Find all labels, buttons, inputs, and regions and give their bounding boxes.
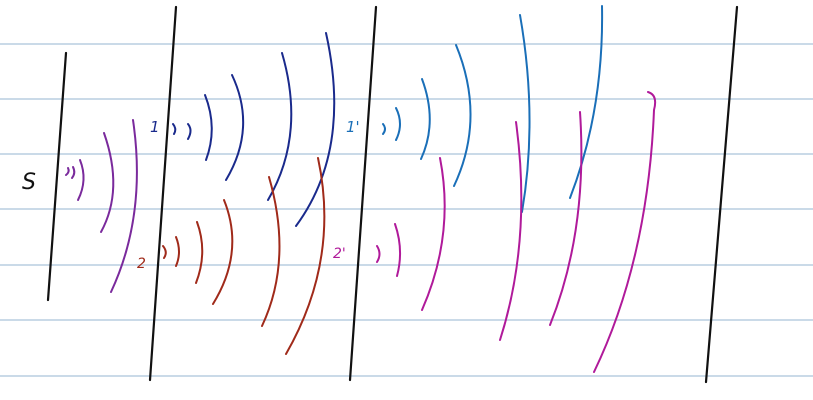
slit-1-prime-wavefront	[420, 78, 431, 160]
slit-2-prime-wavefront	[549, 111, 583, 326]
slit-1-wavefront	[267, 52, 293, 201]
barrier-lines	[46, 5, 739, 384]
slit-2-wavefront	[261, 176, 281, 327]
slit-2-wavefront	[195, 221, 204, 284]
slit-1-wavefront	[172, 123, 177, 135]
source-wavefront	[110, 119, 138, 293]
slit-1-prime-label: 1'	[346, 118, 360, 136]
source-wavefront	[100, 132, 115, 233]
source-wavefront	[71, 166, 76, 179]
slit-1-label: 1	[150, 118, 160, 136]
slit-1-wavefronts	[172, 32, 336, 227]
slit-2-prime-wavefront	[593, 91, 657, 373]
slit-1-prime-wavefront	[453, 44, 472, 187]
slit-1-prime-wavefront	[519, 14, 531, 213]
slit-2-prime-wavefront	[421, 157, 446, 311]
slit-1-prime-wavefront	[395, 107, 401, 141]
slit-1-wavefront	[187, 123, 192, 140]
source-wavefronts	[65, 119, 138, 293]
slit-2-prime-label: 2'	[333, 246, 346, 262]
slit-1-prime-wavefronts	[382, 5, 604, 213]
slit-2-wavefront	[212, 199, 234, 305]
source-wavefront	[65, 167, 70, 176]
source-wavefront	[77, 159, 85, 201]
slit-1-wavefront	[295, 32, 336, 227]
slit-2-wavefront	[285, 157, 326, 355]
slit-2-prime-wavefront	[376, 245, 381, 263]
barrier-first-slit-line	[148, 5, 178, 382]
slit-2-wavefront	[162, 245, 167, 259]
ruled-lines	[0, 43, 813, 377]
slit-2-prime-wavefront	[499, 121, 523, 341]
slit-2-wavefront	[175, 236, 180, 267]
slit-2-label: 2	[137, 256, 146, 272]
slit-1-wavefront	[225, 74, 245, 181]
barrier-source-line	[46, 51, 68, 302]
slit-1-wavefront	[204, 94, 213, 161]
barrier-second-slit-line	[348, 5, 378, 382]
slit-1-prime-wavefront	[382, 123, 386, 135]
source-label: S	[22, 170, 36, 195]
slit-2-prime-wavefronts	[376, 91, 657, 373]
slit-2-prime-wavefront	[394, 223, 401, 277]
screen-line	[704, 5, 739, 384]
slit-2-wavefronts	[162, 157, 326, 355]
slit-1-prime-wavefront	[569, 5, 604, 199]
